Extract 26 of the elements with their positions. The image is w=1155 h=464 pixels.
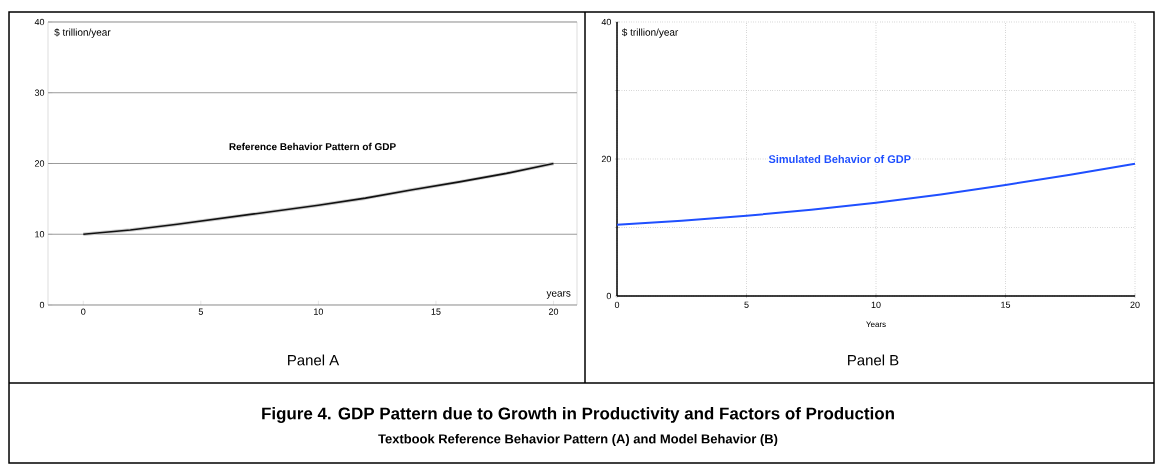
y-axis-title: $ trillion/year bbox=[621, 28, 679, 38]
y-tick-label: 40 bbox=[34, 18, 45, 26]
text: Panel A bbox=[288, 354, 340, 366]
x-tick-label: 20 bbox=[1130, 301, 1140, 308]
x-axis-title: years bbox=[546, 291, 571, 299]
x-tick-label: 5 bbox=[744, 301, 749, 308]
y-axis-title: $ trillion/year bbox=[54, 28, 111, 38]
caption: Figure 4. GDP Pattern due to Growth in Productivity and Factors of Production bbox=[262, 407, 894, 423]
x-tick-label: 0 bbox=[614, 301, 620, 308]
text: Panel B bbox=[848, 354, 899, 366]
x-tick-label: 15 bbox=[431, 308, 441, 315]
y-tick-label: 40 bbox=[601, 18, 612, 26]
y-tick-label: 20 bbox=[34, 160, 45, 167]
x-tick-label: 0 bbox=[81, 308, 86, 315]
text: Simulated Behavior of GDP bbox=[768, 154, 911, 164]
y-tick-label: 20 bbox=[601, 155, 612, 163]
x-tick-label: 15 bbox=[1001, 301, 1011, 308]
y-tick-label: 30 bbox=[34, 89, 45, 96]
x-tick-label: 5 bbox=[198, 308, 203, 315]
x-tick-label: 20 bbox=[548, 308, 559, 315]
text: Textbook Reference Behavior Pattern (A) and Model Behavior (B) bbox=[378, 433, 778, 447]
x-tick-label: 10 bbox=[314, 308, 324, 315]
text: Reference Behavior Pattern of GDP bbox=[229, 142, 396, 151]
x-tick-label: 10 bbox=[871, 301, 881, 308]
y-tick-label: 10 bbox=[35, 231, 45, 238]
y-tick-label: 0 bbox=[606, 292, 612, 300]
